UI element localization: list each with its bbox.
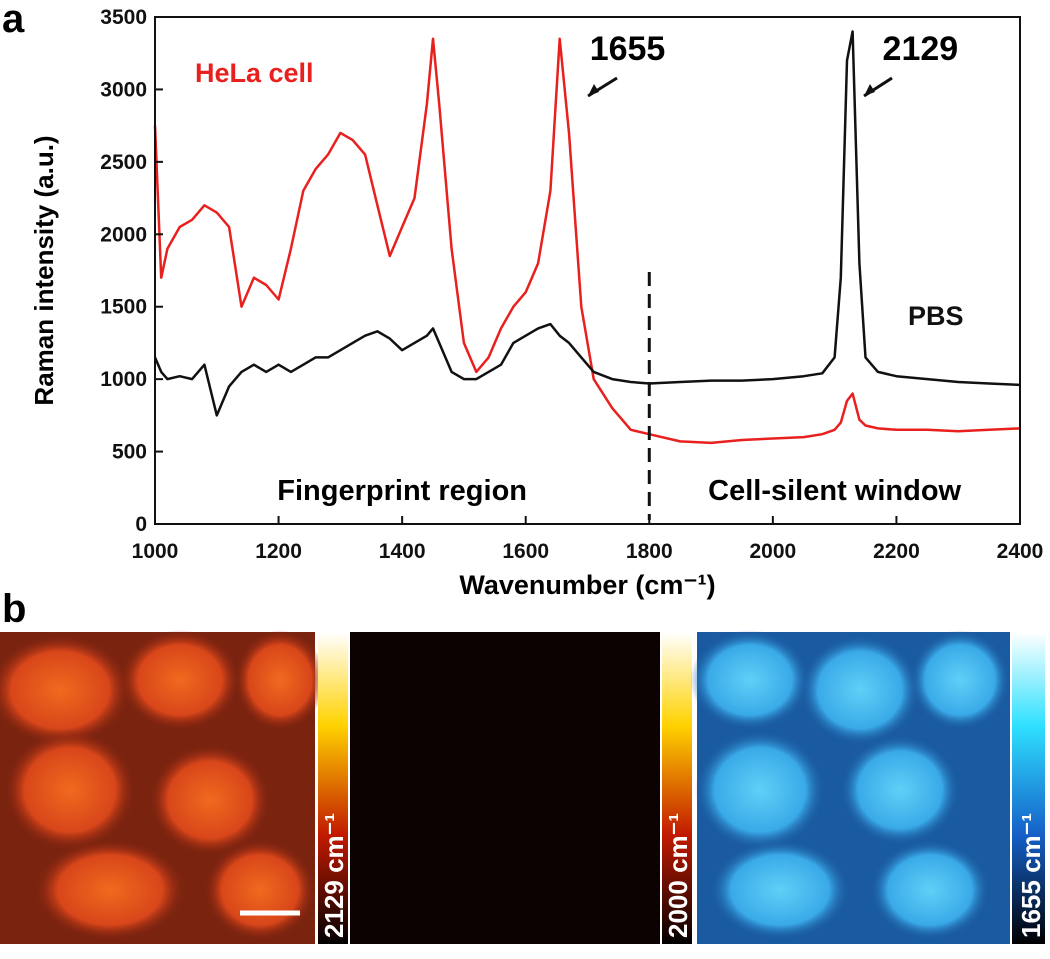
x-tick-label: 2200 — [873, 540, 920, 563]
image-1655 — [690, 630, 1010, 944]
colorbar-label: 2000 cm⁻¹ — [663, 813, 693, 938]
colorbar-label: 1655 cm⁻¹ — [1016, 813, 1046, 938]
arrow-head — [864, 84, 875, 96]
x-tick-label: 1600 — [502, 540, 549, 563]
x-tick-label: 1000 — [132, 540, 179, 563]
region-label: Fingerprint region — [277, 475, 527, 507]
x-tick-label: 1800 — [626, 540, 673, 563]
x-axis-label: Wavenumber (cm⁻¹) — [459, 570, 715, 600]
panel-label: b — [2, 587, 26, 631]
y-tick-label: 1500 — [100, 296, 147, 319]
region-label: Cell-silent window — [708, 475, 961, 507]
peak-label: 2129 — [883, 30, 959, 68]
colorbar — [318, 632, 348, 944]
x-tick-label: 2000 — [749, 540, 796, 563]
colorbar — [1012, 632, 1045, 944]
plot-frame — [154, 16, 1021, 525]
x-tick-label: 2400 — [997, 540, 1044, 563]
y-tick-label: 2500 — [100, 151, 147, 174]
series-label: HeLa cell — [195, 58, 314, 88]
peak-label: 1655 — [590, 30, 666, 68]
image-2129 — [0, 630, 325, 944]
series-label: PBS — [908, 301, 964, 331]
y-tick-label: 3500 — [100, 6, 147, 29]
arrow-head — [588, 84, 599, 96]
y-tick-label: 500 — [112, 441, 147, 464]
y-tick-label: 2000 — [100, 223, 147, 246]
y-tick-label: 0 — [135, 513, 147, 536]
x-tick-label: 1200 — [255, 540, 302, 563]
line-series — [153, 30, 1021, 417]
y-tick-label: 3000 — [100, 78, 147, 101]
plot-area: 1000 1200 1400 1600 1800 2000 2200 2400 0 500 1000… — [29, 6, 1043, 600]
y-axis-label: Raman intensity (a.u.) — [29, 135, 59, 405]
y-tick-label: 1000 — [100, 368, 147, 391]
colorbar-label: 2129 cm⁻¹ — [319, 813, 349, 938]
colorbar — [662, 632, 692, 944]
x-tick-label: 1400 — [379, 540, 426, 563]
panel-label: a — [2, 0, 25, 41]
image-2000 — [350, 632, 660, 944]
line-series — [153, 37, 1021, 445]
